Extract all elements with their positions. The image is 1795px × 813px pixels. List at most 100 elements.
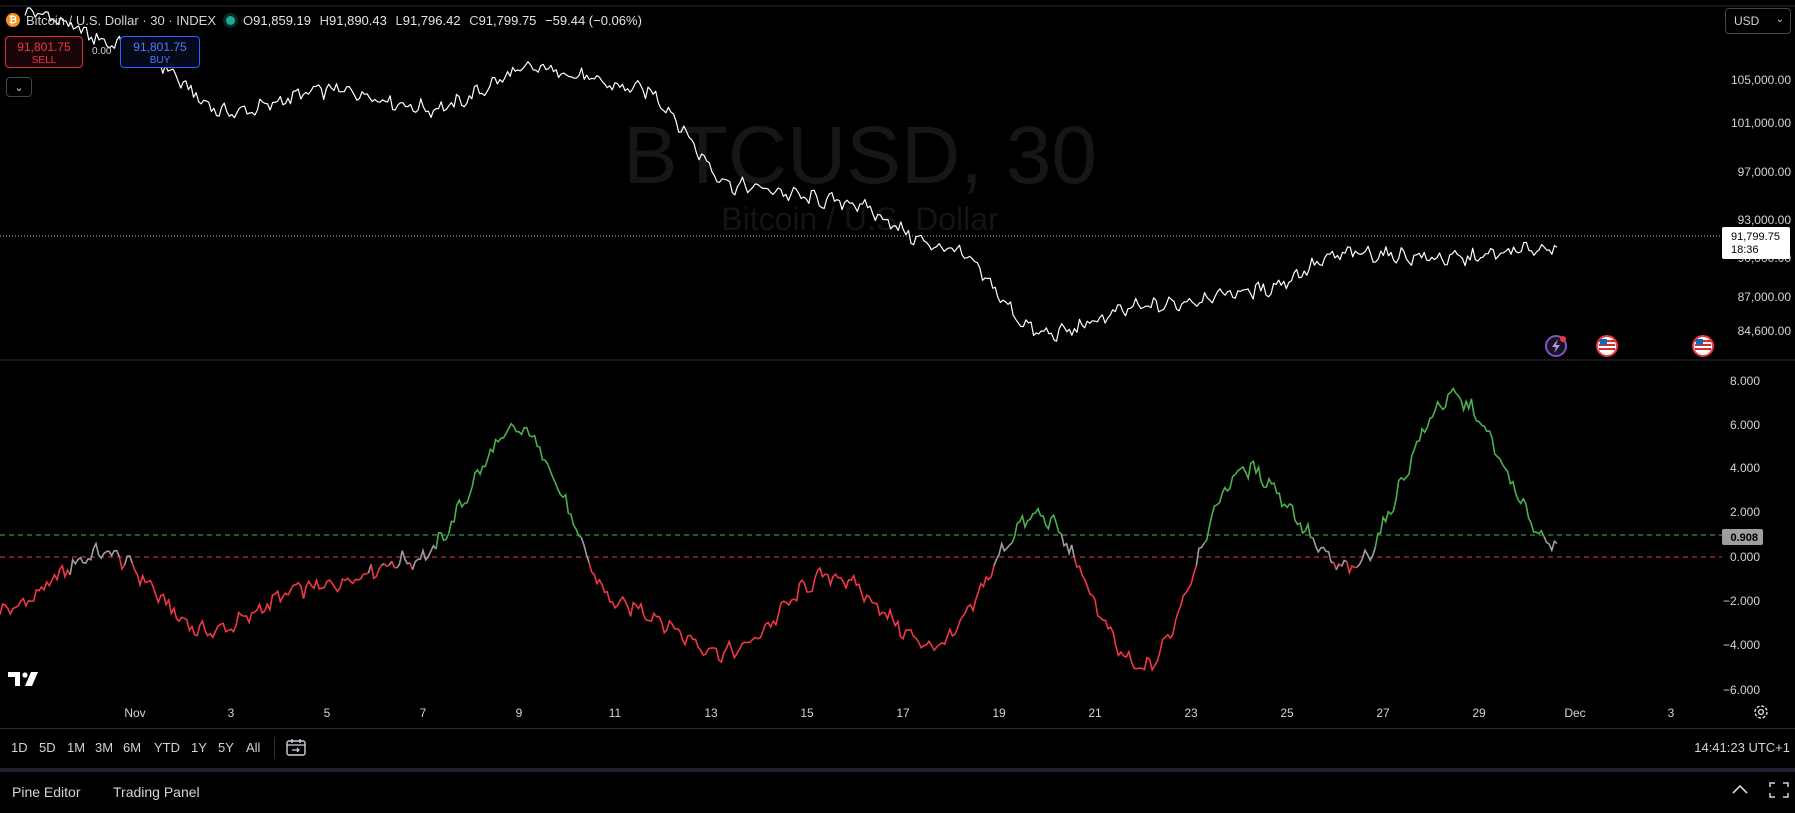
range-button-1m[interactable]: 1M [67,740,86,755]
symbol-exchange: INDEX [176,12,217,28]
price-axis-label: 105,000.00 [1731,73,1791,87]
time-axis-label: 21 [1088,706,1102,720]
indicator-segment [118,556,126,571]
indicator-segment [69,541,121,576]
range-button-3m[interactable]: 3M [95,740,114,755]
close-key: C [469,12,479,28]
close-value: 91,799.75 [478,12,537,28]
sell-button[interactable]: 91,801.75 SELL [5,36,83,68]
spread-value: 0.00 [92,46,112,57]
currency-select[interactable]: USD ⌄ [1725,8,1791,34]
indicator-axis-label: 8.000 [1730,374,1760,388]
indicator-segment [435,422,582,550]
us-flag-event-icon[interactable] [1692,335,1714,357]
time-axis-label: 27 [1376,706,1390,720]
indicator-segment [1543,536,1558,553]
chart-area[interactable]: BTCUSD, 30 Bitcoin / U.S. Dollar 105,000… [0,0,1795,728]
indicator-segment [1203,459,1314,544]
indicator-segment [588,562,995,664]
event-markers[interactable] [1545,335,1714,357]
gear-icon[interactable] [1752,703,1770,721]
time-axis-label: Dec [1564,706,1585,720]
price-axis-label: 84,600.00 [1738,324,1792,338]
range-button-5y[interactable]: 5Y [218,740,234,755]
last-price-value: 91,799.75 [1731,231,1780,243]
time-axis-label: 3 [1668,706,1675,720]
go-to-date-icon[interactable] [286,738,306,756]
range-button-1d[interactable]: 1D [11,740,28,755]
tradingview-logo-icon[interactable] [8,670,40,688]
time-axis-label: 19 [992,706,1006,720]
indicator-segment [1340,559,1348,567]
range-button-ytd[interactable]: YTD [154,740,180,755]
open-key: O [243,12,254,28]
sell-label: SELL [31,55,57,66]
time-axis-label: 9 [516,706,523,720]
low-value: 91,796.42 [402,12,461,28]
indicator-segment [1060,533,1076,558]
last-price-tag [1722,227,1790,259]
range-button-5d[interactable]: 5D [39,740,56,755]
ohlc-values: O91,859.19 H91,890.43 L91,796.42 C91,799… [243,13,642,28]
indicator-segment [391,560,398,569]
bitcoin-icon: ₿ [6,13,20,27]
us-flag-event-icon[interactable] [1596,335,1618,357]
indicator-axis[interactable]: 8.000 6.000 4.000 2.000 0.000 −2.000 −4.… [1723,374,1760,697]
indicator-last-value-tag [1722,529,1763,545]
indicator-series [0,386,1558,672]
time-axis-label: 23 [1184,706,1198,720]
indicator-axis-label: 4.000 [1730,461,1760,475]
pine-editor-tab[interactable]: Pine Editor [12,784,81,800]
timezone-clock[interactable]: 14:41:23 UTC+1 [1694,740,1790,755]
indicator-segment [370,564,383,580]
buy-label: BUY [149,55,171,66]
time-axis-label: 29 [1472,706,1486,720]
bar-countdown: 18:36 [1731,244,1759,256]
time-axis[interactable]: Nov 3 5 7 9 11 13 15 17 19 21 23 25 27 2… [124,706,1674,720]
indicator-segment [1333,562,1338,571]
symbol-name[interactable]: Bitcoin / U.S. Dollar [26,12,139,28]
indicator-segment [1011,506,1062,543]
symbol-header[interactable]: ₿ Bitcoin / U.S. Dollar · 30 · INDEX O91… [6,10,642,30]
indicator-segment [993,540,1013,567]
price-series-line [24,7,1558,342]
time-axis-label: 13 [704,706,718,720]
sell-price: 91,801.75 [17,40,71,54]
bottom-panel-bar: Pine Editor Trading Panel [0,768,1795,813]
market-status-icon[interactable] [226,15,236,25]
open-value: 91,859.19 [253,12,311,28]
indicator-segment [1195,542,1205,567]
price-axis-label: 101,000.00 [1731,116,1791,130]
lightning-event-icon[interactable] [1545,335,1567,357]
time-axis-label: 17 [896,706,910,720]
maximize-icon[interactable] [1769,781,1789,799]
chevron-up-icon[interactable] [1729,780,1751,800]
chevron-down-icon: ⌄ [1775,14,1784,25]
time-axis-label: 7 [420,706,427,720]
price-axis-label: 97,000.00 [1738,165,1792,179]
indicator-segment [123,555,134,566]
buy-button[interactable]: 91,801.75 BUY [120,36,200,68]
watermark-name: Bitcoin / U.S. Dollar [721,201,999,237]
chevron-down-icon: ⌄ [14,81,24,94]
buy-price: 91,801.75 [133,40,187,54]
indicator-segment [383,562,390,568]
watermark-ticker: BTCUSD, 30 [623,110,1097,201]
range-button-1y[interactable]: 1Y [191,740,207,755]
indicator-axis-label: 6.000 [1730,418,1760,432]
indicator-axis-label: −6.000 [1723,683,1760,697]
high-value: 91,890.43 [329,12,387,28]
symbol-interval[interactable]: 30 [150,12,165,28]
time-axis-label: Nov [124,706,145,720]
trading-panel-tab[interactable]: Trading Panel [113,784,200,800]
indicator-segment [381,562,385,566]
collapse-legend-button[interactable]: ⌄ [6,77,32,97]
indicator-axis-label: 0.000 [1730,550,1760,564]
indicator-segment [1346,561,1358,576]
indicator-segment [1073,557,1198,672]
range-button-all[interactable]: All [246,740,261,755]
price-axis-label: 93,000.00 [1738,213,1792,227]
time-axis-label: 5 [324,706,331,720]
toolbar-divider [274,737,275,759]
range-button-6m[interactable]: 6M [123,740,142,755]
